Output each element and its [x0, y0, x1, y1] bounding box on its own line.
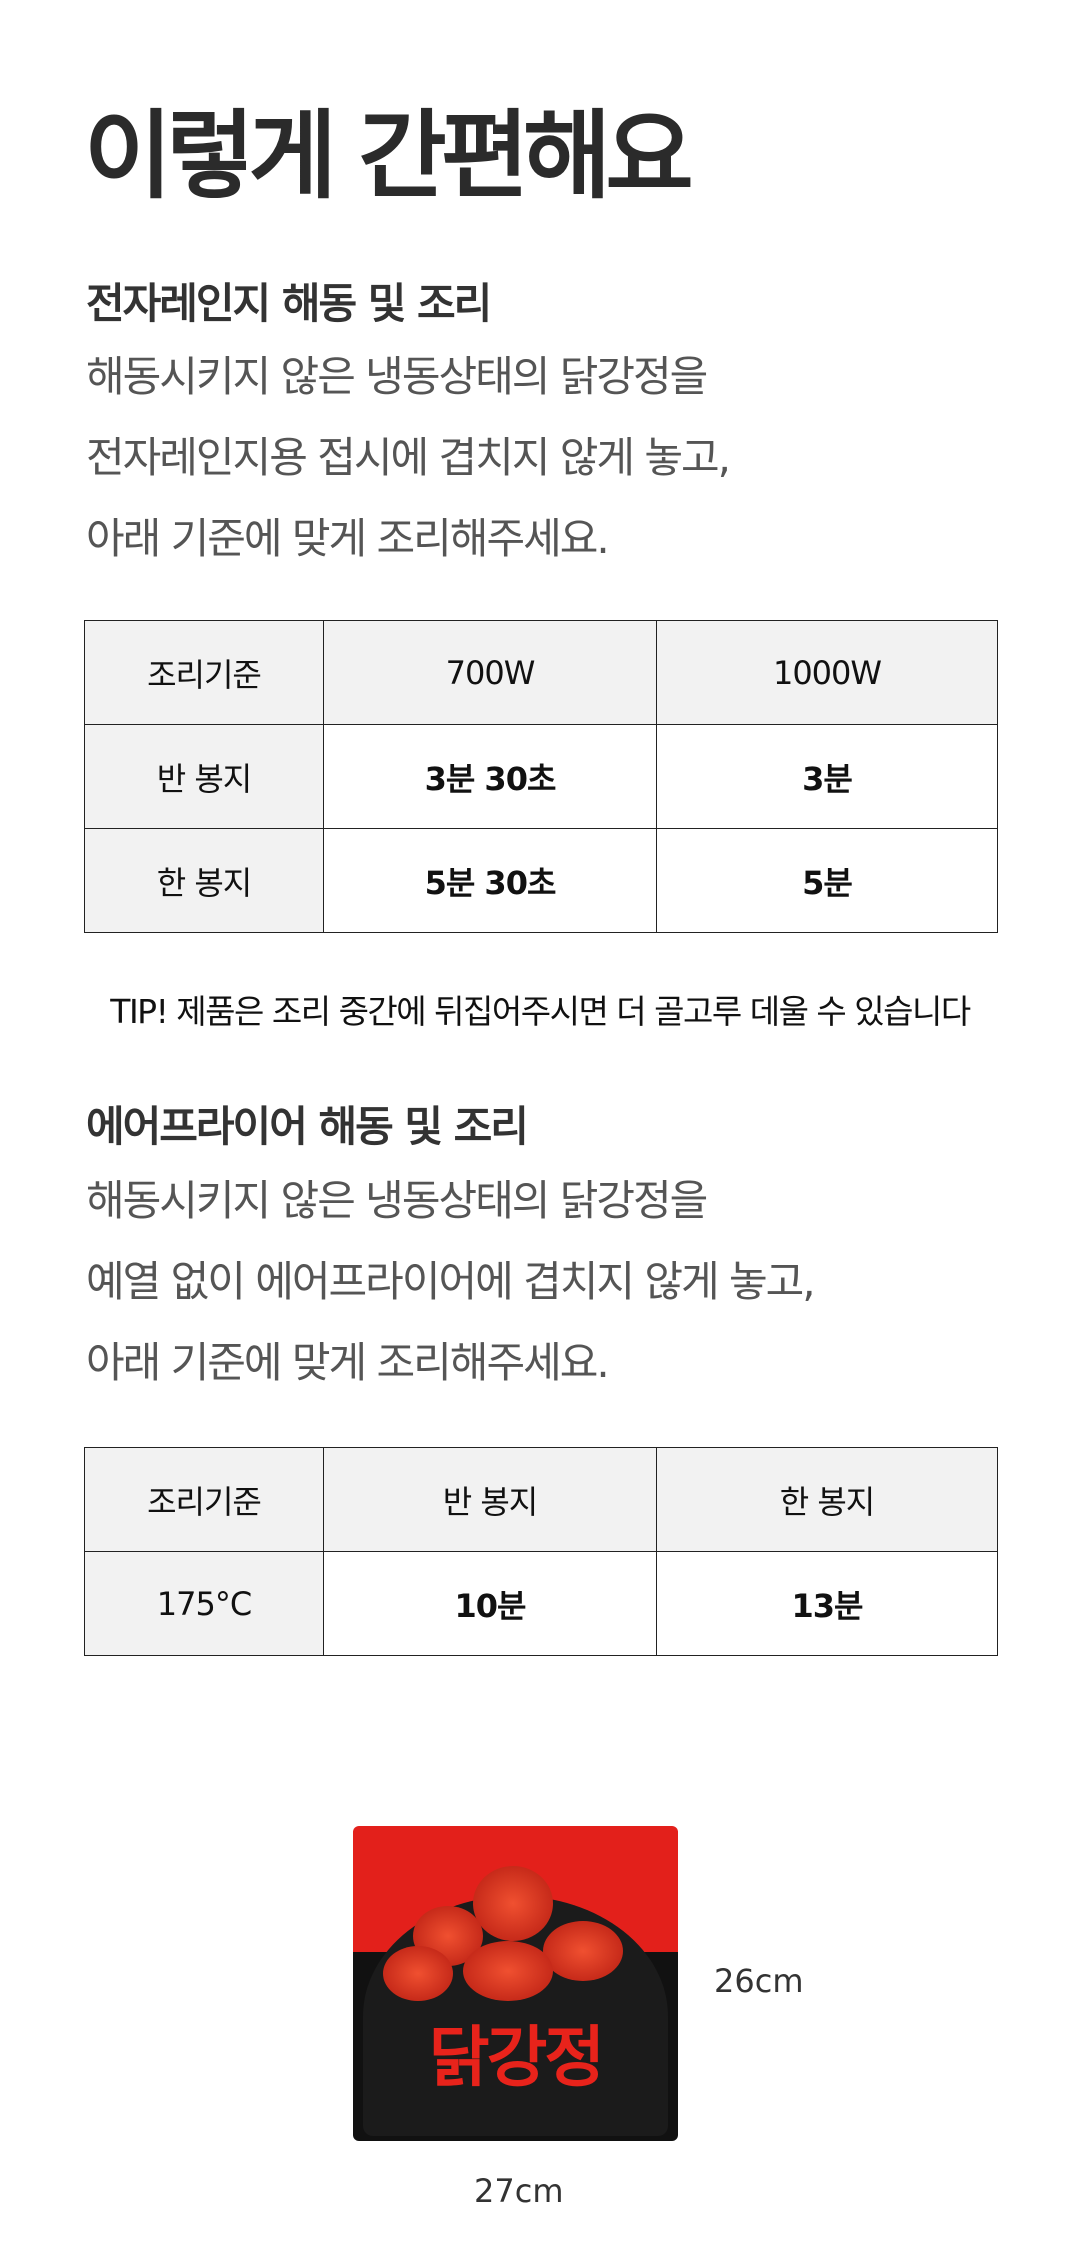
- food-graphic: [473, 1866, 553, 1941]
- instruction-line: 예열 없이 에어프라이어에 겹치지 않게 놓고,: [86, 1257, 816, 1306]
- table-header-cell: 1000W: [656, 620, 998, 725]
- row-label: 175°C: [84, 1551, 324, 1656]
- food-graphic: [543, 1921, 623, 1981]
- row-label: 반 봉지: [84, 724, 324, 829]
- microwave-heading: 전자레인지 해동 및 조리: [86, 279, 492, 328]
- table-header-cell: 조리기준: [84, 620, 324, 725]
- table-header-cell: 반 봉지: [323, 1447, 657, 1552]
- product-logo: 닭강정: [428, 2019, 605, 2096]
- table-cell: 3분: [656, 724, 998, 829]
- microwave-table: 조리기준 700W 1000W 반 봉지 3분 30초 3분 한 봉지 5분 3…: [84, 620, 998, 933]
- table-header-row: 조리기준 700W 1000W: [84, 620, 998, 725]
- table-header-row: 조리기준 반 봉지 한 봉지: [84, 1447, 998, 1552]
- microwave-instructions: 해동시키지 않은 냉동상태의 닭강정을 전자레인지용 접시에 겹치지 않게 놓고…: [86, 336, 731, 579]
- instruction-line: 아래 기준에 맞게 조리해주세요.: [86, 514, 610, 563]
- instruction-line: 해동시키지 않은 냉동상태의 닭강정을: [86, 1176, 708, 1225]
- table-header-cell: 700W: [323, 620, 657, 725]
- width-dimension: 27cm: [474, 2172, 564, 2210]
- instruction-line: 전자레인지용 접시에 겹치지 않게 놓고,: [86, 433, 731, 482]
- food-graphic: [383, 1946, 453, 2001]
- table-cell: 5분: [656, 828, 998, 933]
- airfryer-table: 조리기준 반 봉지 한 봉지 175°C 10분 13분: [84, 1447, 998, 1656]
- table-row: 한 봉지 5분 30초 5분: [84, 828, 998, 933]
- table-cell: 5분 30초: [323, 828, 657, 933]
- table-cell: 13분: [656, 1551, 998, 1656]
- instruction-line: 아래 기준에 맞게 조리해주세요.: [86, 1338, 610, 1387]
- product-package-image: 닭강정: [353, 1826, 678, 2141]
- airfryer-heading: 에어프라이어 해동 및 조리: [86, 1102, 529, 1151]
- page-title: 이렇게 간편해요: [84, 100, 694, 212]
- airfryer-instructions: 해동시키지 않은 냉동상태의 닭강정을 예열 없이 에어프라이어에 겹치지 않게…: [86, 1160, 816, 1403]
- tip-text: TIP! 제품은 조리 중간에 뒤집어주시면 더 골고루 데울 수 있습니다: [110, 992, 971, 1031]
- food-graphic: [463, 1941, 553, 2001]
- table-cell: 3분 30초: [323, 724, 657, 829]
- instruction-line: 해동시키지 않은 냉동상태의 닭강정을: [86, 352, 708, 401]
- table-cell: 10분: [323, 1551, 657, 1656]
- table-header-cell: 조리기준: [84, 1447, 324, 1552]
- height-dimension: 26cm: [714, 1962, 804, 2000]
- table-row: 175°C 10분 13분: [84, 1551, 998, 1656]
- table-row: 반 봉지 3분 30초 3분: [84, 724, 998, 829]
- table-header-cell: 한 봉지: [656, 1447, 998, 1552]
- row-label: 한 봉지: [84, 828, 324, 933]
